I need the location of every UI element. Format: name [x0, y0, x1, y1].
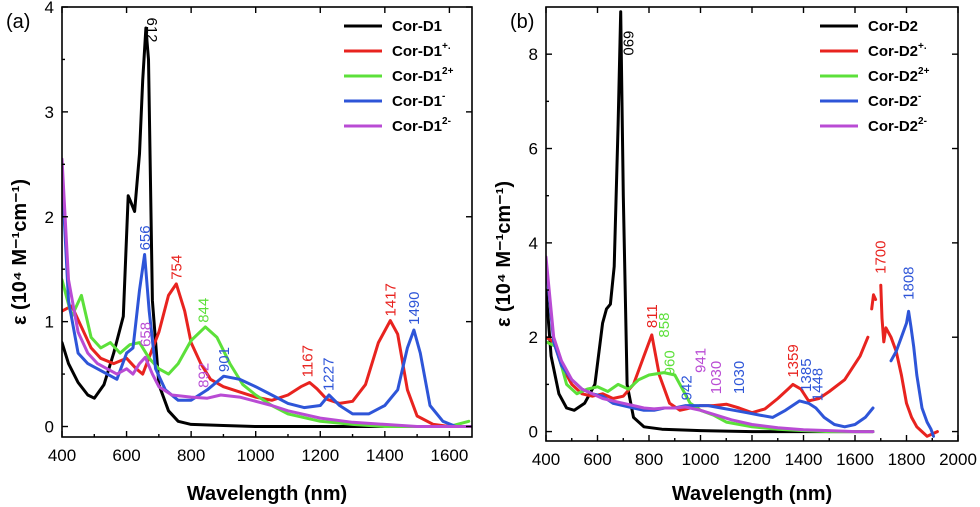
legend-entry: Cor-D12+	[344, 66, 454, 85]
y-tick-label: 6	[529, 140, 538, 159]
peak-label: 690	[619, 31, 636, 56]
peak-label: 1359	[785, 344, 802, 377]
legend-label: Cor-D12+	[392, 66, 454, 85]
legend-label: Cor-D1-	[392, 91, 445, 110]
y-tick-label: 8	[529, 45, 538, 64]
peak-label: 1030	[731, 361, 748, 394]
peak-label: 1490	[406, 292, 423, 325]
y-tick-label: 2	[529, 328, 538, 347]
x-tick-label: 800	[177, 446, 205, 465]
legend-entry: Cor-D1	[344, 18, 442, 35]
peak-label: 612	[143, 17, 160, 42]
peak-label: 1448	[810, 368, 827, 401]
x-tick-label: 1400	[785, 450, 823, 469]
peak-label: 892	[195, 363, 212, 388]
x-tick-label: 1200	[301, 446, 339, 465]
series-line-3	[62, 173, 472, 428]
x-tick-label: 800	[635, 450, 663, 469]
peak-label: 1385	[798, 358, 815, 391]
series-line-1	[62, 282, 472, 428]
peak-label: 1167	[299, 345, 316, 377]
legend-label: Cor-D1+.	[392, 41, 451, 60]
peak-label: 1808	[901, 266, 918, 299]
peak-label: 960	[662, 350, 679, 375]
x-tick-label: 1000	[237, 446, 275, 465]
x-tick-label: 1600	[836, 450, 874, 469]
y-tick-label: 2	[45, 208, 54, 227]
series-line-4	[62, 157, 472, 428]
y-tick-label: 0	[45, 418, 54, 437]
peak-label: 1030	[708, 361, 725, 394]
peak-label: 901	[216, 347, 233, 372]
series-line-7	[546, 255, 875, 434]
series-line-0	[546, 10, 875, 434]
y-axis-title: ε (10⁴ M⁻¹cm⁻¹)	[9, 179, 31, 325]
panel-a: 400 600 800 1000 1200 1400 1600 0 1 2 3 4 Wavelength…	[6, 0, 473, 505]
series-line-2	[62, 278, 471, 428]
legend-label: Cor-D2	[868, 18, 918, 35]
y-tick-label: 0	[529, 423, 538, 442]
y-axis-title: ε (10⁴ M⁻¹cm⁻¹)	[493, 181, 515, 327]
x-tick-label: 1600	[430, 446, 468, 465]
peak-label: 656	[137, 225, 154, 250]
series-line-2	[870, 293, 878, 311]
legend-entry: Cor-D2-	[820, 91, 921, 110]
legend-label: Cor-D1	[392, 18, 442, 35]
legend-label: Cor-D2+.	[868, 41, 927, 60]
legend-label: Cor-D12-	[392, 116, 451, 135]
peak-label: 844	[195, 298, 212, 323]
peak-label: 658	[137, 322, 154, 347]
peak-label: 1700	[873, 241, 890, 274]
y-tick-label: 1	[45, 313, 54, 332]
legend-entry: Cor-D2+.	[820, 41, 927, 60]
x-tick-label: 1800	[888, 450, 926, 469]
x-tick-label: 1000	[682, 450, 720, 469]
x-tick-label: 400	[532, 450, 560, 469]
y-tick-label: 4	[45, 0, 54, 17]
legend-entry: Cor-D2	[820, 18, 918, 35]
plot-frame	[61, 6, 473, 438]
peak-label: 942	[678, 375, 695, 400]
legend-entry: Cor-D22-	[820, 116, 927, 135]
x-tick-label: 600	[112, 446, 140, 465]
x-tick-label: 1200	[733, 450, 771, 469]
legend-entry: Cor-D12-	[344, 116, 451, 135]
series-group	[62, 26, 472, 428]
series-group	[546, 10, 939, 438]
series-line-0	[62, 26, 472, 428]
peak-label: 1417	[383, 283, 400, 316]
y-tick-label: 4	[529, 234, 538, 253]
x-tick-label: 400	[48, 446, 76, 465]
peak-label: 858	[656, 313, 673, 338]
legend-entry: Cor-D1+.	[344, 41, 451, 60]
x-axis-title: Wavelength (nm)	[672, 483, 832, 505]
panel-label: (a)	[6, 11, 30, 33]
peak-label: 754	[169, 255, 186, 280]
y-tick-label: 3	[45, 103, 54, 122]
x-tick-label: 600	[583, 450, 611, 469]
peak-label: 811	[644, 304, 661, 328]
legend-label: Cor-D2-	[868, 91, 921, 110]
series-line-6	[889, 309, 935, 438]
legend-entry: Cor-D22+	[820, 66, 930, 85]
x-axis-title: Wavelength (nm)	[187, 483, 347, 505]
series-line-3	[879, 283, 939, 438]
peak-label: 941	[693, 348, 710, 373]
legend-label: Cor-D22-	[868, 116, 927, 135]
legend-entry: Cor-D1-	[344, 91, 445, 110]
panel-b: 400 600 800 1000 1200 1400 1600 1800 2000 0 2 4 6 8 Wa…	[493, 6, 977, 505]
legend-label: Cor-D22+	[868, 66, 930, 85]
panel-label: (b)	[510, 11, 534, 33]
x-tick-label: 2000	[939, 450, 977, 469]
x-tick-label: 1400	[366, 446, 404, 465]
peak-label: 1227	[321, 358, 338, 391]
